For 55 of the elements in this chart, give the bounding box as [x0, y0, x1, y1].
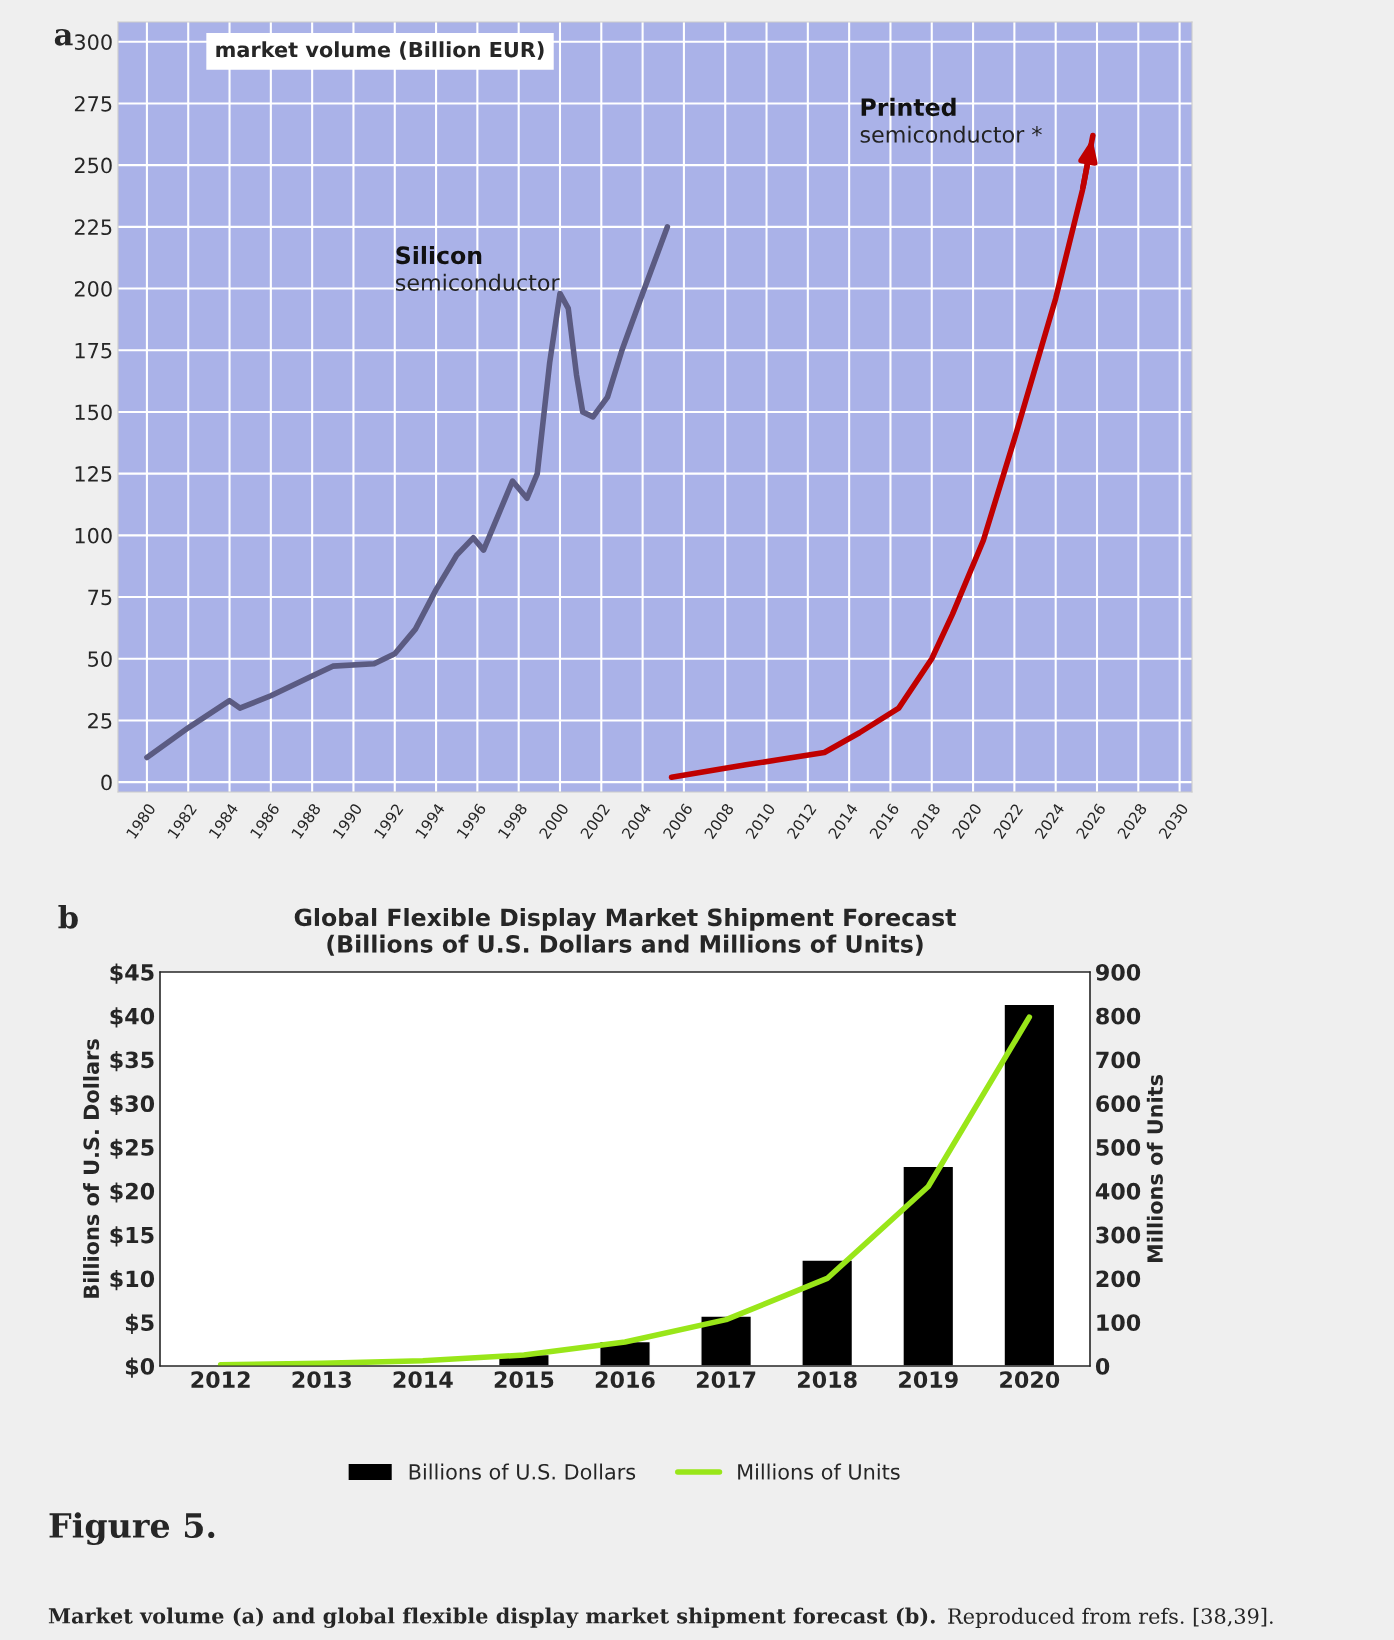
- y2-tick-label: 200: [1096, 1270, 1141, 1288]
- text: a: [54, 28, 73, 46]
- y-tick-label: $20: [110, 1182, 155, 1203]
- text: Printed semiconductor *: [860, 97, 1042, 143]
- y-tick-label: 75: [88, 589, 112, 606]
- y-axis-title: market volume (Billion EUR): [216, 41, 544, 60]
- y-tick-label: 0: [101, 774, 112, 791]
- y-tick-label: 250: [74, 157, 112, 174]
- y-tick-label: 225: [74, 219, 112, 236]
- x-tick-label: 2015: [494, 1371, 554, 1389]
- y-tick-label: 100: [75, 527, 112, 544]
- y-tick-label: $10: [110, 1270, 155, 1291]
- y2-tick-label: 700: [1096, 1051, 1141, 1069]
- y2-tick-label: 900: [1096, 963, 1141, 981]
- text: b: [58, 905, 78, 929]
- y2-tick-label: 800: [1096, 1007, 1141, 1025]
- legend-label: Millions of Units: [738, 1463, 900, 1480]
- x-tick-label: 2014: [393, 1371, 453, 1389]
- y-tick-label: $30: [110, 1094, 155, 1116]
- y2-tick-label: 600: [1096, 1095, 1141, 1113]
- y-tick-label: $40: [110, 1007, 155, 1028]
- x-tick-label: 2013: [292, 1371, 351, 1389]
- y-tick-label: 200: [74, 280, 112, 297]
- y-tick-label: $45: [110, 963, 154, 984]
- y-tick-label: 275: [74, 95, 112, 112]
- y-tick-label: 25: [88, 712, 112, 729]
- y2-axis-title: Millions of Units: [1146, 1075, 1163, 1263]
- y-tick-label: 50: [88, 651, 112, 667]
- y-tick-label: $0: [125, 1357, 155, 1378]
- y-tick-label: $5: [125, 1313, 154, 1334]
- y-tick-label: $15: [110, 1226, 154, 1247]
- y-tick-label: 300: [74, 34, 112, 50]
- series-label: Silicon semiconductor: [395, 245, 560, 291]
- x-tick-label: 2016: [595, 1371, 655, 1389]
- y-tick-label: $25: [110, 1138, 154, 1159]
- y2-tick-label: 500: [1096, 1139, 1141, 1156]
- text: Reproduced from refs. [38,39].: [948, 1607, 1273, 1628]
- x-tick-label: 2019: [899, 1371, 958, 1389]
- x-tick-label: 2018: [798, 1371, 857, 1389]
- y2-tick-label: 0: [1095, 1357, 1110, 1375]
- legend-label: Billions of U.S. Dollars: [409, 1463, 636, 1480]
- y-tick-label: 175: [75, 342, 112, 359]
- text: Market volume (a) and global flexible display market shipment forecast (b).: [48, 1607, 935, 1628]
- y2-tick-label: 400: [1095, 1182, 1141, 1200]
- chart-title: Global Flexible Display Market Shipment Forecast (Billions of U.S. Dollars and Millions of Units): [294, 907, 956, 956]
- y-tick-label: 150: [75, 404, 112, 421]
- x-tick-label: 2017: [696, 1371, 756, 1389]
- y-axis-title: Billions of U.S. Dollars: [83, 1039, 100, 1298]
- y-tick-label: 125: [75, 466, 112, 482]
- x-tick-label: 2020: [1000, 1371, 1060, 1389]
- x-tick-label: 2012: [191, 1371, 250, 1389]
- caption: Figure 5.: [49, 1512, 215, 1545]
- y-tick-label: $35: [110, 1051, 154, 1072]
- y2-tick-label: 100: [1097, 1314, 1141, 1331]
- y2-tick-label: 300: [1096, 1226, 1141, 1244]
